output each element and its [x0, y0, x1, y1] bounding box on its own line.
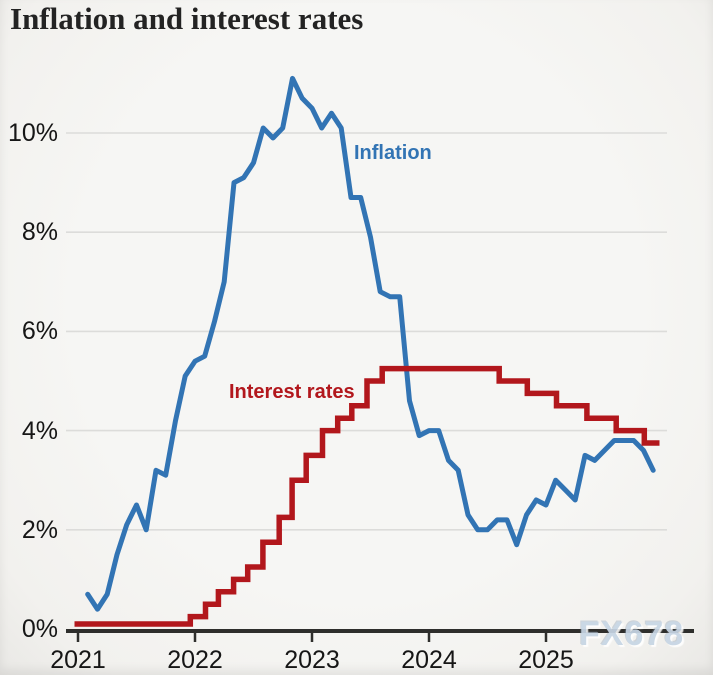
watermark-fx678: FX678 — [579, 615, 685, 653]
y-tick-label-6pct: 6% — [21, 317, 58, 346]
y-tick-label-4pct: 4% — [21, 416, 58, 445]
x-tick-label-2023: 2023 — [284, 646, 340, 674]
interest-rates-line — [74, 365, 660, 627]
x-tick-label-2024: 2024 — [401, 646, 457, 674]
inflation-series-label: Inflation — [354, 142, 432, 164]
x-tick-label-2022: 2022 — [167, 646, 223, 674]
chart-title: Inflation and interest rates — [10, 1, 364, 36]
y-tick-label-0pct: 0% — [21, 615, 58, 643]
x-tick-label-2025: 2025 — [518, 646, 574, 674]
y-tick-label-2pct: 2% — [21, 515, 58, 544]
interest-rates-series-label: Interest rates — [229, 381, 355, 403]
y-tick-label-8pct: 8% — [21, 218, 58, 247]
y-tick-label-10pct: 10% — [7, 119, 58, 147]
inflation-line — [85, 75, 656, 612]
x-tick-label-2021: 2021 — [50, 646, 106, 674]
